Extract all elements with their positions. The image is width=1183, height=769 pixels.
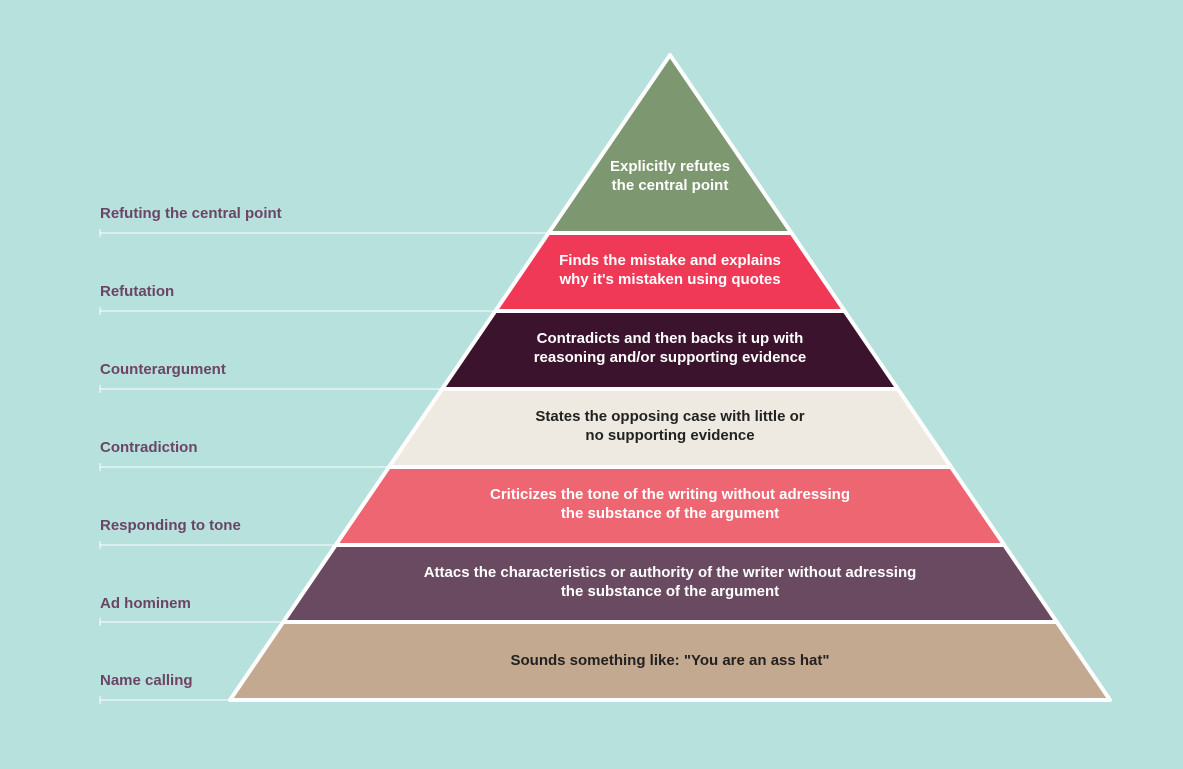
pyramid-diagram: Explicitly refutes the central point Find…	[0, 0, 1183, 769]
level-description-5: Attacs the characteristics or authority …	[290, 564, 1050, 602]
side-label-2: Counterargument	[100, 361, 226, 378]
level-description-6: Sounds something like: "You are an ass h…	[290, 652, 1050, 671]
level-description-1: Finds the mistake and explains why it's …	[290, 252, 1050, 290]
side-label-0: Refuting the central point	[100, 205, 282, 222]
side-label-5: Ad hominem	[100, 595, 191, 612]
side-label-4: Responding to tone	[100, 517, 241, 534]
level-description-4: Criticizes the tone of the writing witho…	[290, 486, 1050, 524]
side-label-6: Name calling	[100, 672, 193, 689]
level-description-0: Explicitly refutes the central point	[290, 158, 1050, 196]
side-label-1: Refutation	[100, 283, 174, 300]
pyramid-level-0	[549, 55, 792, 233]
level-description-3: States the opposing case with little or …	[290, 408, 1050, 446]
level-description-2: Contradicts and then backs it up with re…	[290, 330, 1050, 368]
side-label-3: Contradiction	[100, 439, 198, 456]
